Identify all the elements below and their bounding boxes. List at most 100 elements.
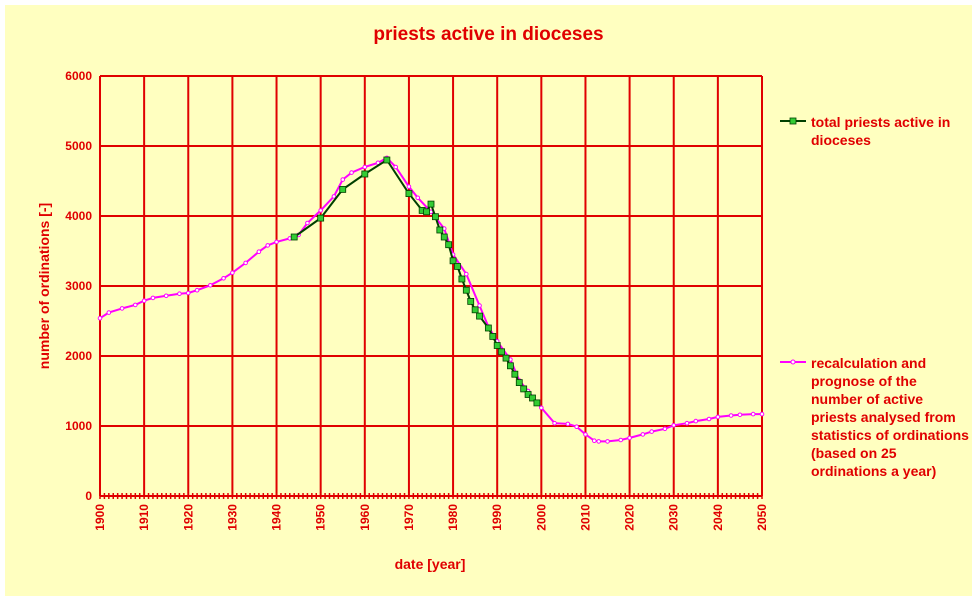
series-2-point [163,293,169,299]
series-1-point [515,379,523,387]
series-2-point [362,164,368,170]
series-2-point [627,435,632,441]
series-1-point [454,262,461,270]
series-2-point [693,418,699,424]
series-2-point [331,194,337,199]
series-2-point [640,432,646,437]
x-tick-label-1920: 1920 [181,504,195,531]
series-1-point [449,257,457,265]
series-2-point [715,414,721,420]
x-tick-label-1980: 1980 [446,504,460,531]
series-2-point [133,302,138,308]
series-1-point [524,391,532,398]
x-tick-label-1900: 1900 [93,504,107,531]
series-2-point [305,220,310,226]
series-1-point [507,362,514,370]
series-1-point [493,342,501,349]
series-1-point [361,170,369,178]
series-2-point [552,420,557,426]
series-1-point [423,208,430,216]
grid [99,75,763,499]
series-2-point [574,424,579,430]
series-1-point [458,275,466,283]
x-tick-label-1940: 1940 [270,504,284,531]
series-1-point [471,306,479,314]
y-tick-label-6000: 6000 [65,69,92,83]
y-tick-label-5000: 5000 [65,139,92,153]
series-2-point [565,421,571,427]
series-1-point [529,394,536,402]
series-2-point [340,177,346,182]
series-2 [97,155,765,444]
series-1-point [484,324,492,332]
series-2-point [706,416,712,422]
x-tick-labels: 1900 1910 1920 1930 1940 1950 1960 1970 1980 1990… [93,504,769,531]
series-1-point [502,354,510,362]
legend-series-2-marker [790,359,796,365]
x-tick-label-2050: 2050 [755,504,769,531]
chart-title: priests active in dioceses [373,24,604,45]
series-2-point [185,290,191,296]
series-2-point [208,283,213,288]
series-2-line [99,156,762,443]
series-1-point [467,297,475,305]
series-2-point [750,411,756,417]
series-2-point [97,315,103,321]
x-tick-label-2010: 2010 [578,504,592,531]
series-1-point [405,190,413,198]
series-2-point [649,429,654,434]
series-2-point [539,405,544,411]
series-2-point [318,208,323,213]
series-1-point [462,286,470,294]
series-2-point [618,437,624,443]
y-tick-labels: 0 1000 2000 3000 4000 5000 6000 [65,69,92,503]
series-2-point [265,243,271,248]
series-2-point [671,423,677,428]
series-1-point [290,233,298,241]
series-1-point [511,370,519,378]
legend-series-1-label: total priests active in dioceses [811,114,951,148]
series-1-point [339,185,347,193]
series-2-point [221,276,226,281]
x-tick-label-1960: 1960 [358,504,372,531]
y-tick-label-0: 0 [85,489,92,503]
y-tick-label-1000: 1000 [65,419,92,433]
series-1-point [436,226,444,234]
series-2-point [464,271,469,277]
series-2-point [119,306,125,311]
series-1-point [383,156,391,164]
series-2-point [684,420,690,426]
series-2-point [415,195,421,201]
x-tick-label-1930: 1930 [225,504,239,531]
series-2-point [583,432,588,437]
legend-marks [780,117,806,365]
series-2-point [150,295,156,301]
y-tick-label-2000: 2000 [65,349,92,363]
series-2-point [393,164,398,170]
series-2-point [728,413,734,418]
series-2-point [274,239,279,245]
x-tick-label-2040: 2040 [711,504,725,531]
series-1-point [520,385,528,393]
x-tick-label-2000: 2000 [534,504,548,531]
series-1-point [427,200,435,208]
x-tick-label-1970: 1970 [402,504,416,531]
series-group [97,155,765,444]
series-2-point [596,439,602,444]
x-tick-label-1950: 1950 [314,504,328,531]
series-1-point [440,233,448,241]
legend-series-2-label: recalculation and prognose of the number… [811,355,969,479]
x-tick-label-2020: 2020 [623,504,637,531]
series-2-point [759,411,765,417]
y-tick-label-4000: 4000 [65,209,92,223]
series-1-point [317,214,325,222]
series-1-point [432,213,439,221]
x-tick-label-2030: 2030 [667,504,681,531]
x-tick-label-1990: 1990 [490,504,504,531]
series-2-point [243,260,248,266]
series-2-point [477,303,482,308]
series-2-point [256,249,262,254]
series-2-point [194,287,200,293]
series-1-point [445,241,453,249]
series-2-point [406,184,412,189]
